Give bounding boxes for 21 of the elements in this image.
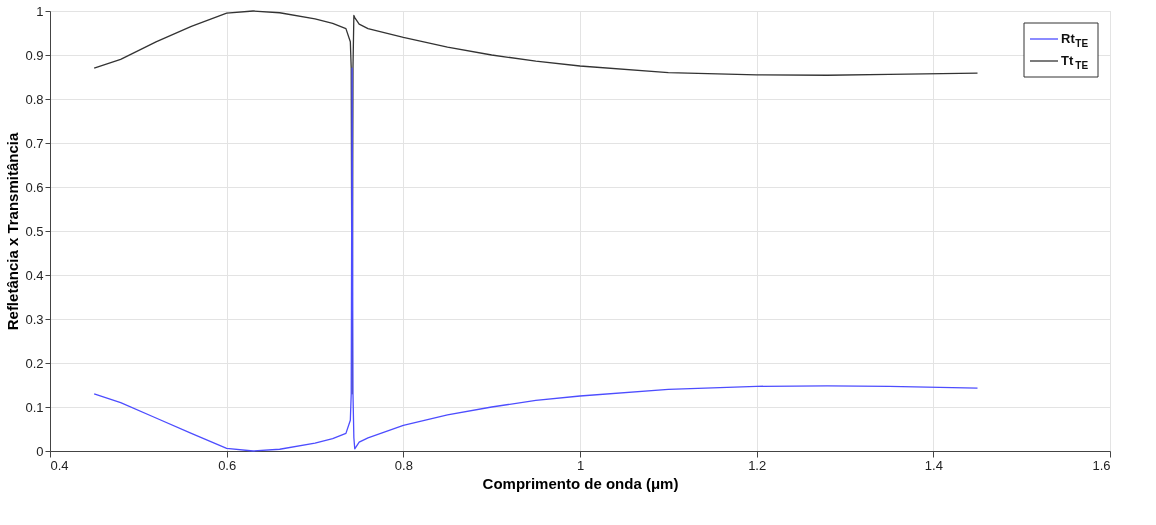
x-tick-label: 0.6	[218, 457, 237, 473]
line-series	[93, 67, 979, 452]
y-tick-label: 0.2	[25, 355, 44, 371]
y-axis-title: Refletância x Transmitância	[4, 132, 22, 331]
y-tick-label: 0.7	[25, 135, 44, 151]
x-tick-label: 1.4	[924, 457, 943, 473]
y-tick-label: 1	[36, 3, 44, 19]
y-tick-label: 0.3	[25, 311, 44, 327]
y-tick-label: 0.8	[25, 91, 44, 107]
y-tick-label: 0	[36, 443, 44, 459]
x-tick-label: 1.2	[748, 457, 767, 473]
x-tick-label: 0.8	[394, 457, 413, 473]
x-tick-label: 1.6	[1092, 457, 1111, 473]
x-tick-label: 1	[576, 457, 585, 473]
y-tick-label: 0.9	[25, 47, 44, 63]
y-tick-label: 0.6	[25, 179, 44, 195]
y-tick-label: 0.1	[25, 399, 44, 415]
x-axis-title: Comprimento de onda (μm)	[482, 474, 679, 492]
y-tick-label: 0.4	[25, 267, 44, 283]
y-tick-label: 0.5	[25, 223, 44, 239]
x-tick-label: 0.4	[50, 457, 69, 473]
